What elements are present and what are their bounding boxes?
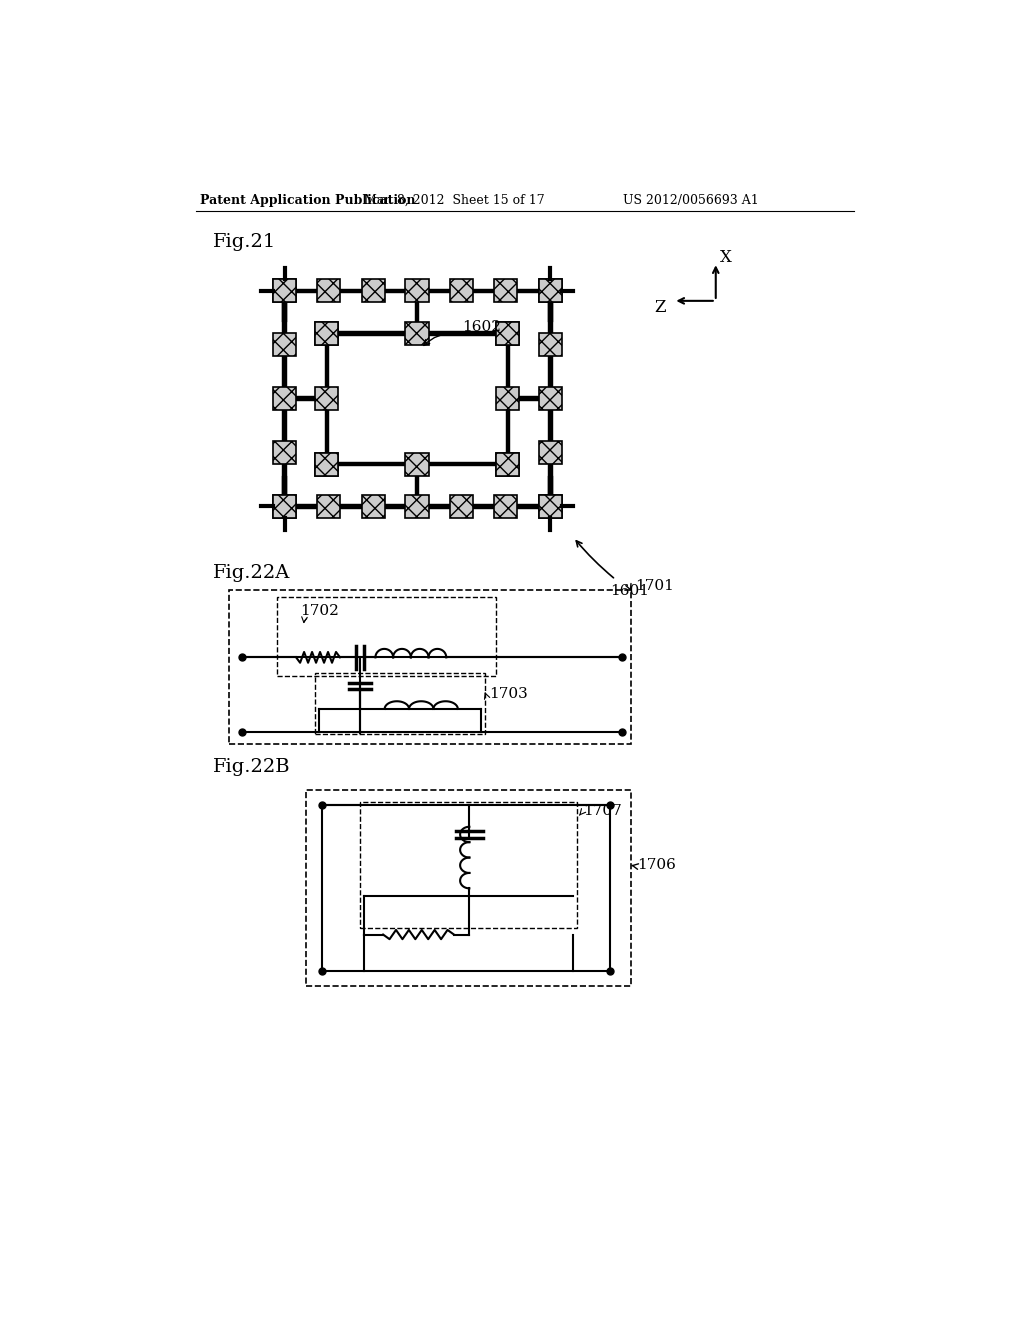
Bar — [316, 495, 340, 517]
Bar — [315, 673, 484, 734]
Bar — [494, 280, 517, 302]
Bar — [519, 396, 539, 401]
Bar — [283, 302, 287, 322]
Bar — [339, 462, 406, 466]
Bar — [339, 331, 406, 335]
Bar — [517, 504, 539, 508]
Bar — [406, 280, 429, 302]
Bar — [548, 411, 553, 441]
Text: Fig.21: Fig.21 — [213, 232, 276, 251]
Bar — [315, 322, 339, 345]
Bar — [415, 475, 419, 495]
Bar — [406, 495, 429, 517]
Bar — [315, 387, 339, 411]
Bar — [315, 322, 339, 345]
Bar — [517, 289, 539, 293]
Text: Fig.22A: Fig.22A — [213, 564, 291, 582]
Bar — [539, 387, 562, 411]
Bar — [283, 411, 287, 441]
Bar — [306, 789, 631, 986]
Bar — [497, 453, 519, 475]
Text: Patent Application Publication: Patent Application Publication — [200, 194, 416, 207]
Bar — [273, 280, 296, 302]
Text: 1701: 1701 — [635, 578, 674, 593]
Bar — [497, 322, 519, 345]
Bar — [539, 280, 562, 302]
Bar — [429, 331, 497, 335]
Bar — [548, 302, 553, 333]
Bar — [385, 289, 406, 293]
Bar — [539, 495, 562, 517]
Bar — [506, 411, 510, 453]
Bar — [283, 465, 287, 495]
Bar — [315, 453, 339, 475]
Bar — [273, 280, 296, 302]
Bar — [548, 465, 553, 495]
Bar — [315, 453, 339, 475]
Bar — [539, 280, 562, 302]
Bar — [497, 387, 519, 411]
Bar — [283, 356, 287, 387]
Bar — [539, 333, 562, 356]
Bar — [283, 475, 287, 495]
Text: 1703: 1703 — [489, 686, 528, 701]
Bar — [539, 441, 562, 465]
Bar — [296, 289, 316, 293]
Text: Z: Z — [654, 298, 666, 315]
Bar — [340, 504, 361, 508]
Bar — [325, 411, 330, 453]
Bar — [361, 495, 385, 517]
Bar — [497, 453, 519, 475]
Text: 1707: 1707 — [584, 804, 622, 818]
Text: 1706: 1706 — [637, 858, 676, 873]
Bar — [539, 495, 562, 517]
Bar — [406, 453, 429, 475]
Text: Mar. 8, 2012  Sheet 15 of 17: Mar. 8, 2012 Sheet 15 of 17 — [364, 194, 545, 207]
Bar — [494, 495, 517, 517]
Bar — [325, 345, 330, 387]
Bar — [361, 280, 385, 302]
Bar — [429, 462, 497, 466]
Bar — [497, 322, 519, 345]
Text: 1601: 1601 — [610, 585, 649, 598]
Bar — [429, 504, 451, 508]
Bar — [273, 495, 296, 517]
Bar — [316, 280, 340, 302]
Bar — [273, 441, 296, 465]
Bar — [415, 302, 419, 322]
Text: Fig.22B: Fig.22B — [213, 758, 291, 776]
Bar — [296, 504, 316, 508]
Bar — [296, 396, 315, 401]
Bar — [273, 387, 296, 411]
Bar — [276, 598, 497, 676]
Bar — [548, 475, 553, 495]
Bar — [548, 356, 553, 387]
Bar — [473, 289, 494, 293]
Text: US 2012/0056693 A1: US 2012/0056693 A1 — [624, 194, 759, 207]
Bar — [273, 333, 296, 356]
Bar — [451, 280, 473, 302]
Bar — [273, 495, 296, 517]
Bar — [429, 289, 451, 293]
Bar — [360, 803, 578, 928]
Bar — [229, 590, 631, 743]
Bar — [548, 302, 553, 322]
Bar — [406, 322, 429, 345]
Text: 1602: 1602 — [462, 319, 501, 334]
Bar — [473, 504, 494, 508]
Bar — [340, 289, 361, 293]
Text: 1702: 1702 — [300, 605, 339, 618]
Bar — [451, 495, 473, 517]
Bar — [385, 504, 406, 508]
Text: X: X — [720, 249, 732, 267]
Bar — [283, 302, 287, 333]
Bar — [506, 345, 510, 387]
